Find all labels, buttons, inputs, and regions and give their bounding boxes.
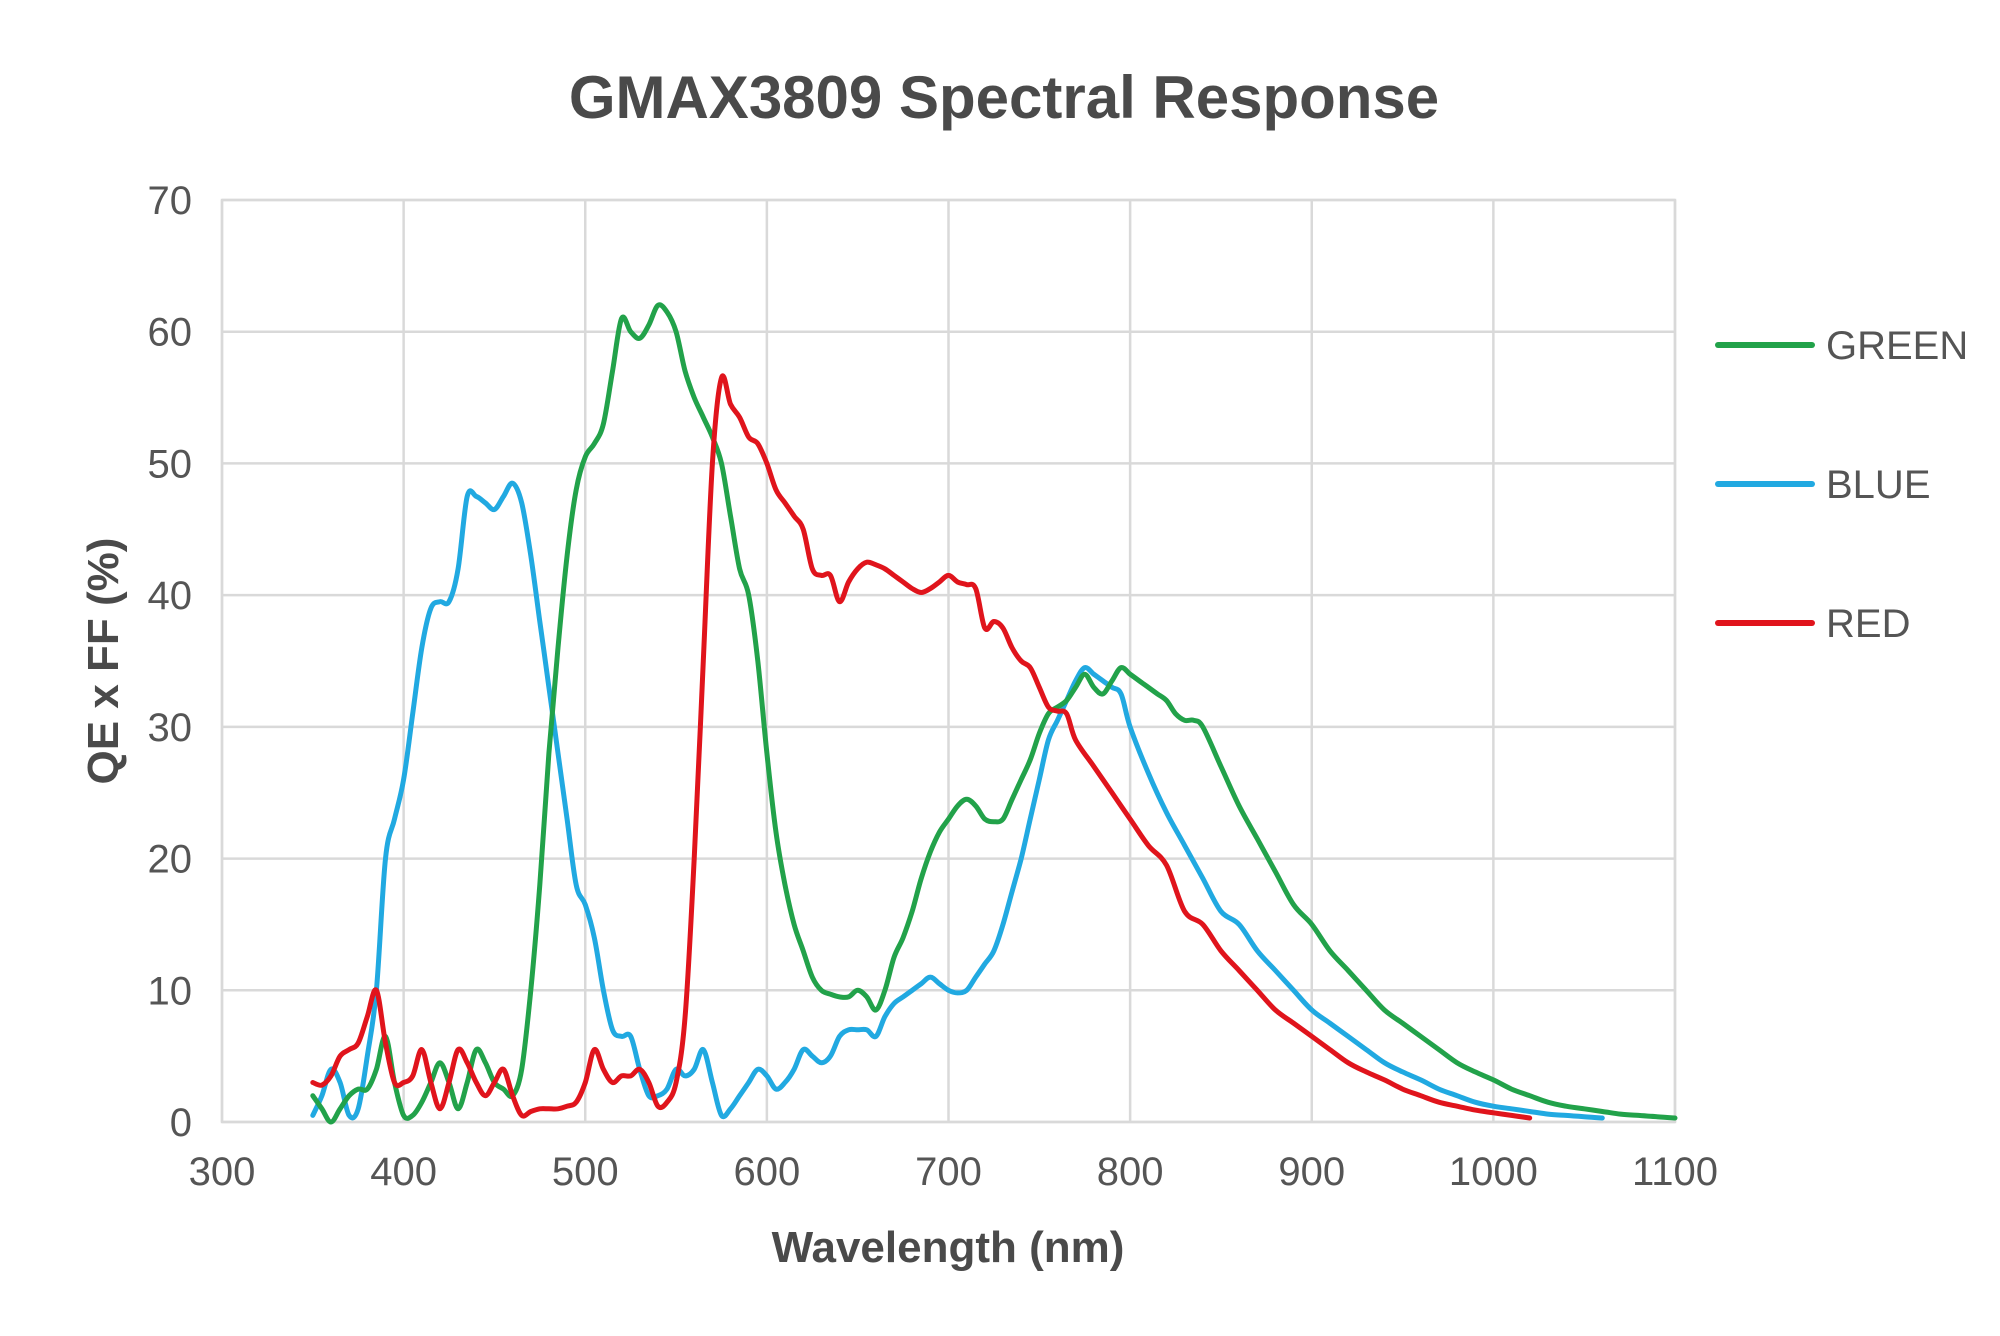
- x-tick-label: 1000: [1449, 1150, 1538, 1194]
- x-tick-label: 600: [734, 1150, 801, 1194]
- y-tick-label: 50: [148, 442, 193, 486]
- legend: GREEN BLUE RED: [1715, 324, 1968, 646]
- legend-label-red: RED: [1826, 602, 1910, 646]
- legend-label-green: GREEN: [1826, 324, 1968, 368]
- grid-lines: [220, 198, 1677, 1124]
- x-axis-label: Wavelength (nm): [772, 1223, 1125, 1272]
- x-tick-label: 300: [189, 1150, 256, 1194]
- plot-frame: [220, 198, 1677, 1124]
- y-tick-label: 40: [148, 574, 193, 618]
- y-tick-label: 60: [148, 311, 193, 355]
- y-tick-label: 0: [170, 1101, 192, 1145]
- x-tick-label: 800: [1097, 1150, 1164, 1194]
- legend-label-blue: BLUE: [1826, 463, 1931, 507]
- series-line-red: [310, 373, 1533, 1121]
- series-line-blue: [310, 480, 1605, 1121]
- y-tick-label: 70: [148, 179, 193, 223]
- y-axis-label: QE x FF (%): [79, 538, 128, 785]
- y-axis-ticks: 0 10 20 30 40 50 60 70: [148, 179, 193, 1145]
- x-tick-label: 900: [1278, 1150, 1345, 1194]
- x-tick-label: 400: [370, 1150, 437, 1194]
- x-tick-label: 1100: [1632, 1150, 1718, 1194]
- series-line-green: [310, 302, 1678, 1125]
- series-lines: [310, 302, 1678, 1125]
- y-tick-label: 30: [148, 706, 193, 750]
- x-axis-ticks: 300 400 500 600 700 800 900 1000 1100: [189, 1150, 1718, 1194]
- x-tick-label: 700: [915, 1150, 982, 1194]
- y-tick-label: 10: [148, 969, 193, 1013]
- x-tick-label: 500: [552, 1150, 619, 1194]
- chart-title: GMAX3809 Spectral Response: [569, 64, 1439, 131]
- y-tick-label: 20: [148, 838, 193, 882]
